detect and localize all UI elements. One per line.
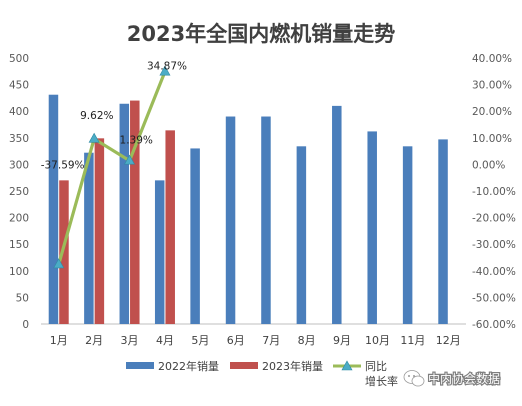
bar-2022: [367, 131, 377, 324]
bars-group: [48, 94, 448, 325]
yoy-data-label: 34.87%: [147, 61, 187, 73]
bar-2022: [84, 152, 94, 324]
bar-2022: [438, 139, 448, 324]
x-tick-label: 8月: [298, 334, 316, 347]
legend-swatch-2023: [230, 362, 258, 369]
y-tick-label: 200: [9, 213, 29, 225]
bar-2022: [154, 180, 165, 324]
x-tick-label: 12月: [436, 334, 461, 347]
bar-2023: [59, 180, 69, 324]
x-tick-label: 2月: [85, 334, 103, 347]
x-tick-label: 6月: [227, 334, 245, 347]
x-tick-label: 3月: [121, 334, 139, 347]
y-tick-label: 150: [9, 239, 29, 251]
y2-tick-label: 0.00%: [472, 159, 505, 171]
y-tick-label: 400: [9, 106, 29, 118]
bar-2022: [225, 116, 236, 325]
y-tick-label: 50: [16, 292, 29, 304]
x-tick-label: 4月: [156, 334, 174, 347]
bar-2022: [332, 105, 342, 324]
yoy-data-label: 1.39%: [120, 135, 153, 147]
watermark-text: 中内协会数据: [428, 371, 500, 386]
legend-swatch-2022: [126, 362, 154, 369]
wechat-icon: [403, 370, 425, 387]
y-tick-label: 500: [9, 53, 29, 65]
yoy-data-label: -37.59%: [41, 159, 85, 171]
y2-tick-label: 10.00%: [472, 133, 512, 145]
y-tick-label: 0: [22, 319, 29, 331]
watermark: 中内协会数据: [403, 370, 501, 387]
bar-2022: [402, 146, 413, 324]
yoy-marker: [88, 132, 100, 143]
y2-tick-label: 20.00%: [472, 106, 512, 118]
chart-title: 2023年全国内燃机销量走势: [127, 22, 395, 46]
y-tick-label: 300: [9, 159, 29, 171]
line-group: -37.59% 9.62% 1.39% 34.87%: [41, 61, 187, 269]
x-tick-label: 9月: [333, 334, 351, 347]
bar-2023: [130, 100, 140, 324]
bar-2022: [48, 94, 59, 324]
yoy-data-label: 9.62%: [80, 110, 113, 122]
legend-label-yoy-line2: 增长率: [365, 374, 398, 388]
x-tick-label: 7月: [262, 334, 280, 347]
bar-2022: [190, 148, 200, 324]
x-tick-label: 5月: [191, 334, 209, 347]
y-tick-label: 350: [9, 133, 29, 145]
y2-tick-label: 30.00%: [472, 80, 512, 92]
y2-tick-label: -30.00%: [472, 239, 516, 251]
yoy-marker: [53, 258, 65, 269]
bar-2022: [296, 146, 307, 324]
legend-label-2022: 2022年销量: [158, 359, 219, 373]
legend: 2022年销量 2023年销量 同比 增长率: [126, 359, 398, 388]
y-tick-label: 450: [9, 80, 29, 92]
bar-2022: [119, 103, 130, 324]
yoy-marker: [124, 154, 136, 165]
bar-2022: [261, 116, 271, 325]
yoy-line: [57, 71, 167, 265]
yoy-marker: [159, 65, 171, 76]
y-tick-label: 100: [9, 266, 29, 278]
bar-2023: [94, 138, 105, 324]
legend-swatch-yoy-marker: [341, 360, 353, 371]
y2-tick-label: -20.00%: [472, 213, 516, 225]
y2-tick-label: -50.00%: [472, 292, 516, 304]
y2-tick-label: -40.00%: [472, 266, 516, 278]
y-tick-label: 250: [9, 186, 29, 198]
y2-tick-label: -10.00%: [472, 186, 516, 198]
x-tick-label: 10月: [365, 334, 390, 347]
y2-tick-label: -60.00%: [472, 319, 516, 331]
legend-label-yoy-line1: 同比: [365, 360, 387, 373]
axes-group: 0 50 100 150 200 250 300 350 400 450 500 -60.00% -50…: [9, 53, 516, 347]
bar-2023: [165, 130, 175, 324]
legend-label-2023: 2023年销量: [262, 359, 323, 373]
x-tick-label: 1月: [50, 334, 68, 347]
x-tick-label: 11月: [400, 334, 425, 347]
y2-tick-label: 40.00%: [472, 53, 512, 65]
